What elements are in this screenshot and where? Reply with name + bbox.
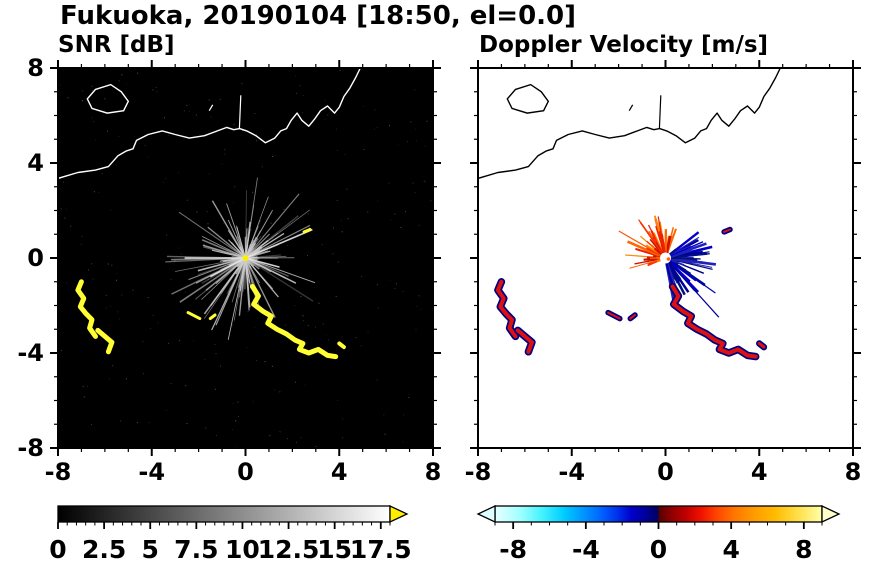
coastline-breakwater	[238, 95, 242, 129]
colorbar-tick-label: 10	[225, 535, 260, 564]
colorbar-arrow-right	[389, 504, 409, 524]
x-tick-label: 8	[425, 458, 442, 486]
radar-site-dot	[666, 257, 671, 261]
colorbar-arrow-right	[821, 504, 841, 524]
echo-feature	[250, 284, 339, 360]
coastline-island	[506, 83, 550, 114]
colorbar-arrow-left	[476, 504, 496, 524]
y-tick-label: 4	[27, 149, 44, 177]
echo-feature	[670, 284, 758, 359]
echo-feature	[607, 311, 621, 320]
snr-plot: -8 -4 0 4 8 -8 -4 0 4 8	[17, 54, 441, 486]
x-tick-label: -8	[45, 458, 72, 486]
x-tick-label: 4	[331, 458, 348, 486]
echo-feature	[208, 313, 217, 321]
colorbar-tick-label: -4	[572, 535, 600, 564]
x-tick-label: 4	[751, 458, 768, 486]
x-tick-label: -8	[465, 458, 492, 486]
echo-feature	[723, 228, 731, 233]
echo-feature	[186, 311, 202, 321]
echo-feature	[515, 328, 534, 354]
y-tick-label: -8	[17, 434, 44, 462]
echo-feature	[629, 314, 636, 320]
doppler-colorbar: -8 -4 0 4 8	[476, 504, 841, 564]
coastline-mainland	[478, 68, 781, 180]
coastline-islet	[628, 104, 634, 112]
x-tick-label: -4	[138, 458, 165, 486]
colorbar-tick-label: 5	[142, 535, 159, 564]
echo-feature	[337, 341, 346, 350]
colorbar-bar	[57, 505, 391, 523]
colorbar-tick-label: 15	[317, 535, 352, 564]
colorbar-tick-label: 8	[795, 535, 812, 564]
colorbar-tick-label: 17.5	[350, 535, 412, 564]
doppler-plot: -8 -4 0 4 8	[465, 60, 861, 486]
colorbar-bar	[494, 505, 823, 523]
coastline-island	[86, 83, 130, 114]
colorbar-tick-label: 2.5	[82, 535, 126, 564]
colorbar-tick-label: 12.5	[258, 535, 320, 564]
colorbar-tick-label: 7.5	[174, 535, 218, 564]
echo-feature	[495, 279, 518, 339]
x-tick-label: -4	[558, 458, 585, 486]
colorbar-tick-label: 4	[722, 535, 739, 564]
colorbar-tick-label: 0	[650, 535, 667, 564]
echo-feature	[302, 228, 312, 234]
coastline-mainland	[58, 68, 361, 180]
colorbar-tick-label: -8	[499, 535, 527, 564]
coastline-islet	[208, 104, 214, 112]
snr-panel-title: SNR [dB]	[58, 32, 175, 58]
y-tick-label: -4	[17, 339, 44, 367]
x-tick-label: 0	[237, 458, 254, 486]
x-tick-label: 0	[657, 458, 674, 486]
echo-feature	[75, 279, 98, 339]
page-title: Fukuoka, 20190104 [18:50, el=0.0]	[60, 1, 577, 31]
coastline-breakwater	[658, 95, 662, 129]
radar-site-dot	[242, 255, 249, 261]
y-tick-label: 8	[27, 54, 44, 82]
y-tick-label: 0	[27, 244, 44, 272]
echo-feature	[757, 342, 766, 349]
doppler-panel-title: Doppler Velocity [m/s]	[479, 32, 769, 58]
colorbar-tick-label: 0	[49, 535, 66, 564]
x-tick-label: 8	[845, 458, 862, 486]
echo-feature	[95, 327, 115, 355]
